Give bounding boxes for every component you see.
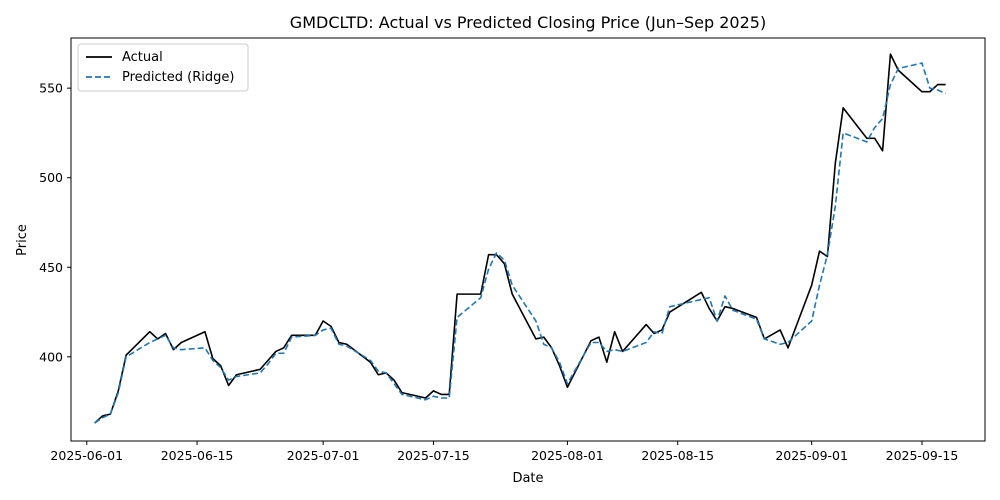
legend-label-actual: Actual (122, 50, 163, 65)
x-tick-label: 2025-08-15 (641, 448, 714, 463)
legend: Actual Predicted (Ridge) (77, 43, 249, 92)
x-tick-label: 2025-09-01 (775, 448, 848, 463)
x-tick-label: 2025-07-01 (287, 448, 360, 463)
x-axis-label: Date (512, 471, 543, 486)
y-tick-label: 400 (39, 349, 63, 364)
series-layer (94, 53, 946, 424)
plot-frame (70, 37, 986, 442)
plot-area (70, 37, 986, 442)
y-tick-label: 500 (39, 170, 63, 185)
x-tick-label: 2025-08-01 (531, 448, 604, 463)
legend-label-predicted: Predicted (Ridge) (122, 70, 234, 85)
x-tick-label: 2025-06-15 (161, 448, 234, 463)
x-axis: 2025-06-01 2025-06-15 2025-07-01 2025-07-15… (50, 441, 958, 463)
y-tick-label: 450 (39, 260, 63, 275)
y-axis-label: Price (15, 224, 30, 256)
x-tick-label: 2025-06-01 (50, 448, 123, 463)
x-tick-label: 2025-09-15 (886, 448, 959, 463)
legend-box (77, 43, 249, 92)
y-axis: 400 450 500 550 (39, 81, 71, 364)
chart-title: GMDCLTD: Actual vs Predicted Closing Pri… (290, 13, 766, 32)
y-tick-label: 550 (39, 81, 63, 96)
series-line-actual (94, 53, 946, 424)
x-tick-label: 2025-07-15 (397, 448, 470, 463)
